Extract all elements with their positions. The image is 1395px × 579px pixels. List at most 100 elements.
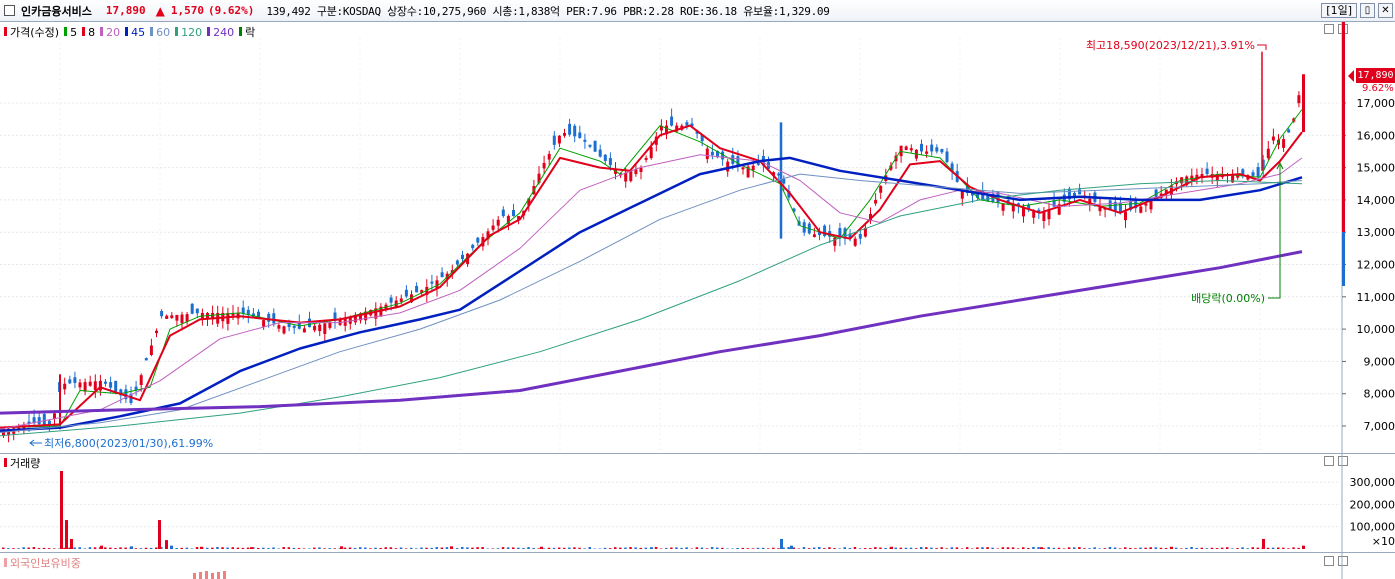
candle-body bbox=[1185, 176, 1189, 186]
candle-body bbox=[705, 148, 709, 160]
candle-body bbox=[1052, 200, 1056, 207]
volume-bar bbox=[894, 547, 897, 549]
volume-pane-divider[interactable] bbox=[0, 453, 1395, 454]
volume-bar bbox=[665, 548, 668, 549]
price-chart[interactable]: 7,000 8,000 9,000 10,000 11,000 12,000 13,000 1… bbox=[0, 22, 1395, 454]
candle-body bbox=[425, 286, 429, 295]
volume-bar bbox=[517, 547, 520, 549]
volume-bar bbox=[721, 547, 724, 549]
legend-foreign[interactable]: 외국인보유비중 bbox=[4, 555, 81, 571]
foreign-pane-maximize-icon[interactable] bbox=[1324, 556, 1334, 566]
candle-body bbox=[104, 381, 107, 384]
candle-body bbox=[838, 228, 842, 239]
volume-bar bbox=[221, 547, 224, 549]
foreign-chart bbox=[193, 553, 1343, 579]
candle-body bbox=[155, 330, 158, 334]
select-checkbox[interactable] bbox=[4, 5, 15, 16]
candle-body bbox=[1144, 203, 1148, 206]
legend-ma5[interactable]: 5 bbox=[64, 26, 77, 39]
volume-bar bbox=[965, 547, 969, 549]
change-rate: (9.62%) bbox=[207, 4, 255, 17]
candle-body bbox=[619, 173, 623, 176]
legend-ma240[interactable]: 240 bbox=[207, 26, 234, 39]
volume-bar bbox=[134, 548, 138, 549]
volume-bar bbox=[68, 547, 71, 549]
volume-bar bbox=[777, 548, 780, 549]
candle-body bbox=[27, 421, 31, 424]
volume-bar bbox=[445, 547, 449, 549]
volume-pane-maximize-icon[interactable] bbox=[1324, 456, 1334, 466]
legend-ma20[interactable]: 20 bbox=[100, 26, 120, 39]
volume-bar bbox=[211, 547, 214, 549]
volume-bar bbox=[262, 547, 265, 549]
legend-price[interactable]: 가격(수정) bbox=[4, 24, 59, 40]
volume-bar bbox=[930, 547, 933, 549]
price-pane-maximize-icon[interactable] bbox=[1324, 24, 1334, 34]
candle-body bbox=[1195, 174, 1199, 179]
foreign-pane-divider[interactable] bbox=[0, 552, 1395, 553]
volume-bar bbox=[348, 547, 352, 549]
volume-bar bbox=[144, 547, 148, 549]
legend-ma8[interactable]: 8 bbox=[82, 26, 95, 39]
legend-dividend[interactable]: 락 bbox=[239, 24, 255, 40]
close-icon[interactable]: ✕ bbox=[1378, 3, 1393, 18]
volume-bar bbox=[935, 548, 938, 549]
legend-ma20-label: 20 bbox=[106, 25, 121, 39]
volume-bar bbox=[1052, 547, 1056, 549]
candle-body bbox=[22, 426, 26, 430]
volume-bar bbox=[42, 547, 46, 549]
candle-body bbox=[930, 144, 934, 152]
volume-bar bbox=[879, 547, 882, 549]
candle-body bbox=[608, 158, 612, 166]
legend-ma60[interactable]: 60 bbox=[150, 26, 170, 39]
candle-body bbox=[1037, 209, 1041, 212]
volume-bar bbox=[7, 548, 10, 549]
foreign-pane-close-icon[interactable] bbox=[1338, 556, 1348, 566]
legend-volume[interactable]: 거래량 bbox=[4, 455, 40, 471]
high-annotation-arrow bbox=[1257, 44, 1267, 50]
volume-bar bbox=[904, 547, 908, 549]
volume-bar bbox=[981, 547, 984, 549]
volume-bar bbox=[746, 548, 750, 549]
volume-chart[interactable]: 300,000 200,000 100,000×10 bbox=[0, 453, 1395, 553]
legend-ma45[interactable]: 45 bbox=[125, 26, 145, 39]
volume-pane-close-icon[interactable] bbox=[1338, 456, 1348, 466]
volume-bar bbox=[1139, 547, 1142, 549]
legend-ma5-label: 5 bbox=[70, 25, 78, 39]
legend-ma120[interactable]: 120 bbox=[175, 26, 202, 39]
candle-body bbox=[88, 381, 92, 386]
volume-bar bbox=[379, 547, 382, 549]
candle-body bbox=[491, 225, 495, 230]
period-selector[interactable]: [1일] bbox=[1321, 3, 1357, 18]
candle-body bbox=[598, 149, 602, 157]
volume-bar bbox=[802, 547, 806, 549]
price-tick-label: 14,000 bbox=[1357, 194, 1395, 207]
candle-body bbox=[1251, 172, 1255, 176]
candle-body bbox=[1134, 201, 1138, 209]
volume-bar bbox=[399, 547, 403, 549]
candle-body bbox=[302, 328, 306, 333]
ma60-line bbox=[0, 173, 1303, 433]
candle-body bbox=[629, 171, 633, 182]
candle-body bbox=[1282, 139, 1286, 148]
volume-bar bbox=[818, 547, 821, 549]
volume-bar bbox=[195, 547, 199, 549]
volume-bar bbox=[369, 548, 372, 549]
candle-body bbox=[971, 191, 974, 196]
volume-bar bbox=[501, 547, 505, 549]
volume-bar bbox=[180, 547, 183, 549]
volume-bar bbox=[1057, 547, 1061, 549]
candle-body bbox=[1016, 203, 1020, 206]
volume-bar bbox=[32, 547, 36, 549]
volume-bar bbox=[705, 548, 709, 549]
candle-body bbox=[563, 133, 566, 136]
stock-name[interactable]: 인카금융서비스 bbox=[21, 4, 92, 18]
volume-bar bbox=[455, 548, 459, 549]
volume-bar bbox=[807, 548, 811, 549]
candle-body bbox=[124, 389, 128, 400]
volume-bar bbox=[823, 548, 826, 549]
last-price-pct: 9.62% bbox=[1362, 83, 1394, 94]
volume-bar bbox=[461, 547, 464, 549]
restore-icon[interactable]: ▯ bbox=[1360, 3, 1375, 18]
volume-bar bbox=[540, 546, 543, 549]
